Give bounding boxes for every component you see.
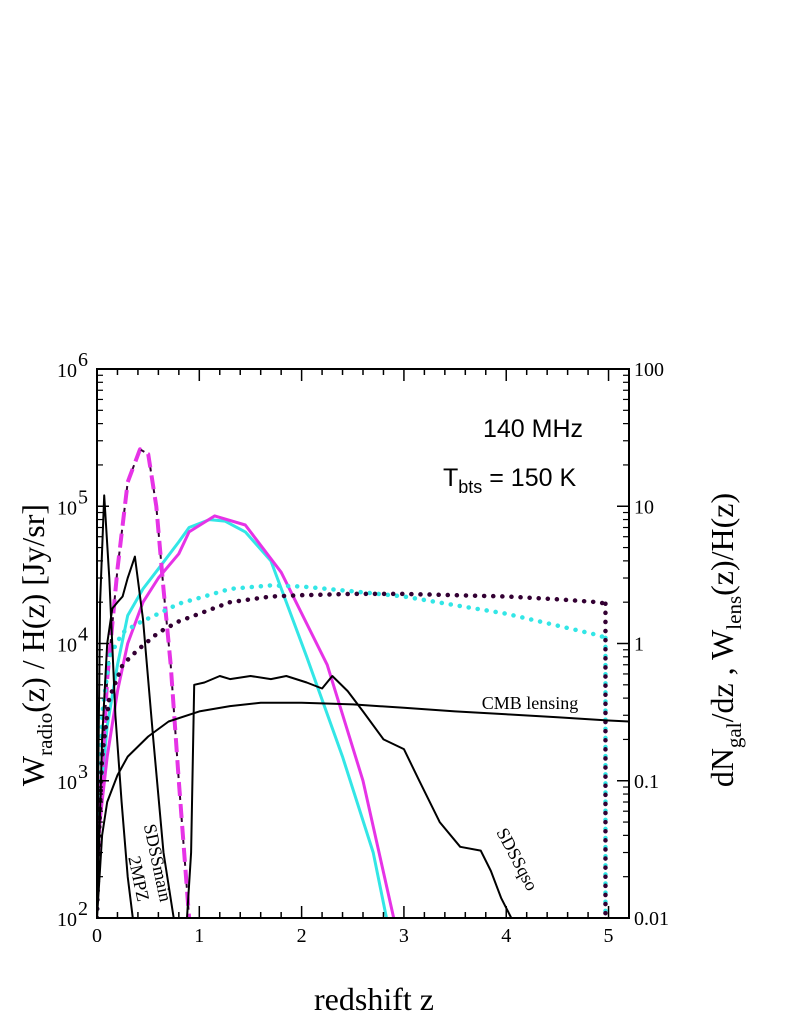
series-line-3: [97, 583, 608, 918]
annotation-frequency: 140 MHz: [483, 415, 583, 443]
y-right-tick-label: 100: [634, 359, 664, 381]
x-axis-title: redshift z: [314, 981, 434, 1017]
label-sdssqso: SDSSqso: [492, 824, 542, 893]
series-line-7: [186, 675, 513, 918]
y-left-title-sub: radio: [33, 713, 57, 756]
y-right-tick-label: 1: [634, 634, 644, 656]
plot-curves: [97, 447, 629, 918]
y-left-tick-label: 10: [57, 635, 77, 657]
axis-ticks: [96, 368, 630, 919]
y-right-tick-label: 0.1: [634, 771, 659, 793]
y-right-title-sub2: lens: [722, 596, 746, 630]
series-line-4: [97, 591, 608, 918]
series-line-1: [97, 514, 396, 918]
y-right-tick-label: 0.01: [634, 908, 669, 930]
y-left-tick-label: 10: [57, 497, 77, 519]
y-left-tick-exponent: 6: [78, 349, 88, 371]
x-tick-label: 1: [194, 925, 204, 947]
temperature-subscript: bts: [458, 477, 482, 497]
series-line-2: [97, 447, 192, 918]
series-line-5: [97, 494, 134, 918]
y-left-tick-exponent: 3: [78, 761, 88, 783]
plot-frame: [96, 368, 630, 919]
temperature-symbol: T: [443, 464, 458, 492]
x-tick-label: 0: [92, 925, 102, 947]
y-left-tick-exponent: 4: [78, 624, 88, 646]
y-right-title-main: dN: [704, 748, 740, 787]
label-cmb-lensing: CMB lensing: [482, 693, 579, 713]
y-right-title-rest: (z)/H(z): [704, 493, 740, 596]
series-line-6: [97, 555, 175, 918]
x-tick-label: 5: [604, 925, 614, 947]
y-axis-title-left: Wradio(z) / H(z) [Jy/sr]: [15, 504, 57, 786]
y-left-tick-exponent: 2: [78, 898, 88, 920]
y-left-tick-label: 10: [57, 772, 77, 794]
temperature-value: = 150 K: [482, 464, 576, 492]
y-axis-title-right: dNgal/dz , Wlens(z)/H(z): [704, 493, 746, 787]
y-left-title-rest: (z) / H(z) [Jy/sr]: [15, 504, 51, 713]
y-right-title-mid: /dz , W: [704, 629, 740, 723]
y-left-title-main: W: [15, 755, 51, 786]
annotation-temperature: Tbts = 150 K: [443, 464, 576, 497]
y-left-tick-exponent: 5: [78, 486, 88, 508]
series-line-2-dash-inner: [97, 448, 191, 918]
x-tick-label: 3: [399, 925, 409, 947]
y-left-tick-label: 10: [57, 360, 77, 382]
y-left-tick-label: 10: [57, 909, 77, 931]
y-right-title-sub1: gal: [722, 722, 746, 748]
y-right-tick-label: 10: [634, 496, 654, 518]
series-line-8: [97, 701, 629, 918]
x-tick-label: 2: [297, 925, 307, 947]
x-tick-label: 4: [501, 925, 511, 947]
